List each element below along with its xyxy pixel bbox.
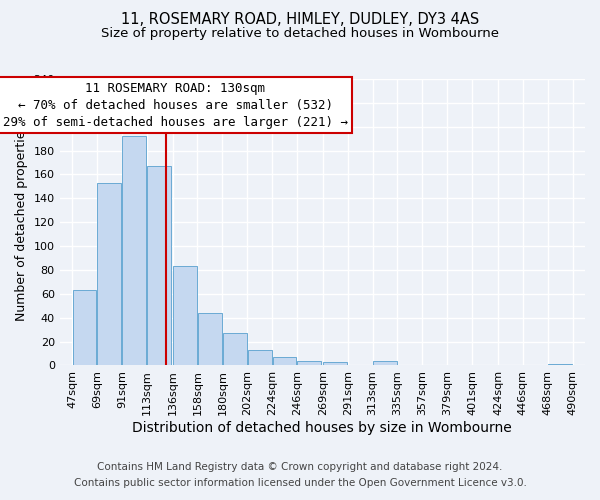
Text: 11 ROSEMARY ROAD: 130sqm
← 70% of detached houses are smaller (532)
29% of semi-: 11 ROSEMARY ROAD: 130sqm ← 70% of detach… xyxy=(3,82,348,129)
Bar xyxy=(122,136,146,366)
X-axis label: Distribution of detached houses by size in Wombourne: Distribution of detached houses by size … xyxy=(133,421,512,435)
Text: Contains public sector information licensed under the Open Government Licence v3: Contains public sector information licen… xyxy=(74,478,526,488)
Text: Size of property relative to detached houses in Wombourne: Size of property relative to detached ho… xyxy=(101,28,499,40)
Bar xyxy=(272,357,296,366)
Bar xyxy=(73,290,97,366)
Bar xyxy=(323,362,347,366)
Text: Contains HM Land Registry data © Crown copyright and database right 2024.: Contains HM Land Registry data © Crown c… xyxy=(97,462,503,472)
Bar xyxy=(198,313,222,366)
Bar xyxy=(373,360,397,366)
Bar xyxy=(97,183,121,366)
Bar xyxy=(173,266,197,366)
Bar xyxy=(248,350,272,366)
Bar xyxy=(298,360,322,366)
Y-axis label: Number of detached properties: Number of detached properties xyxy=(15,124,28,320)
Bar xyxy=(147,166,171,366)
Text: 11, ROSEMARY ROAD, HIMLEY, DUDLEY, DY3 4AS: 11, ROSEMARY ROAD, HIMLEY, DUDLEY, DY3 4… xyxy=(121,12,479,28)
Bar xyxy=(223,333,247,366)
Bar xyxy=(548,364,572,366)
